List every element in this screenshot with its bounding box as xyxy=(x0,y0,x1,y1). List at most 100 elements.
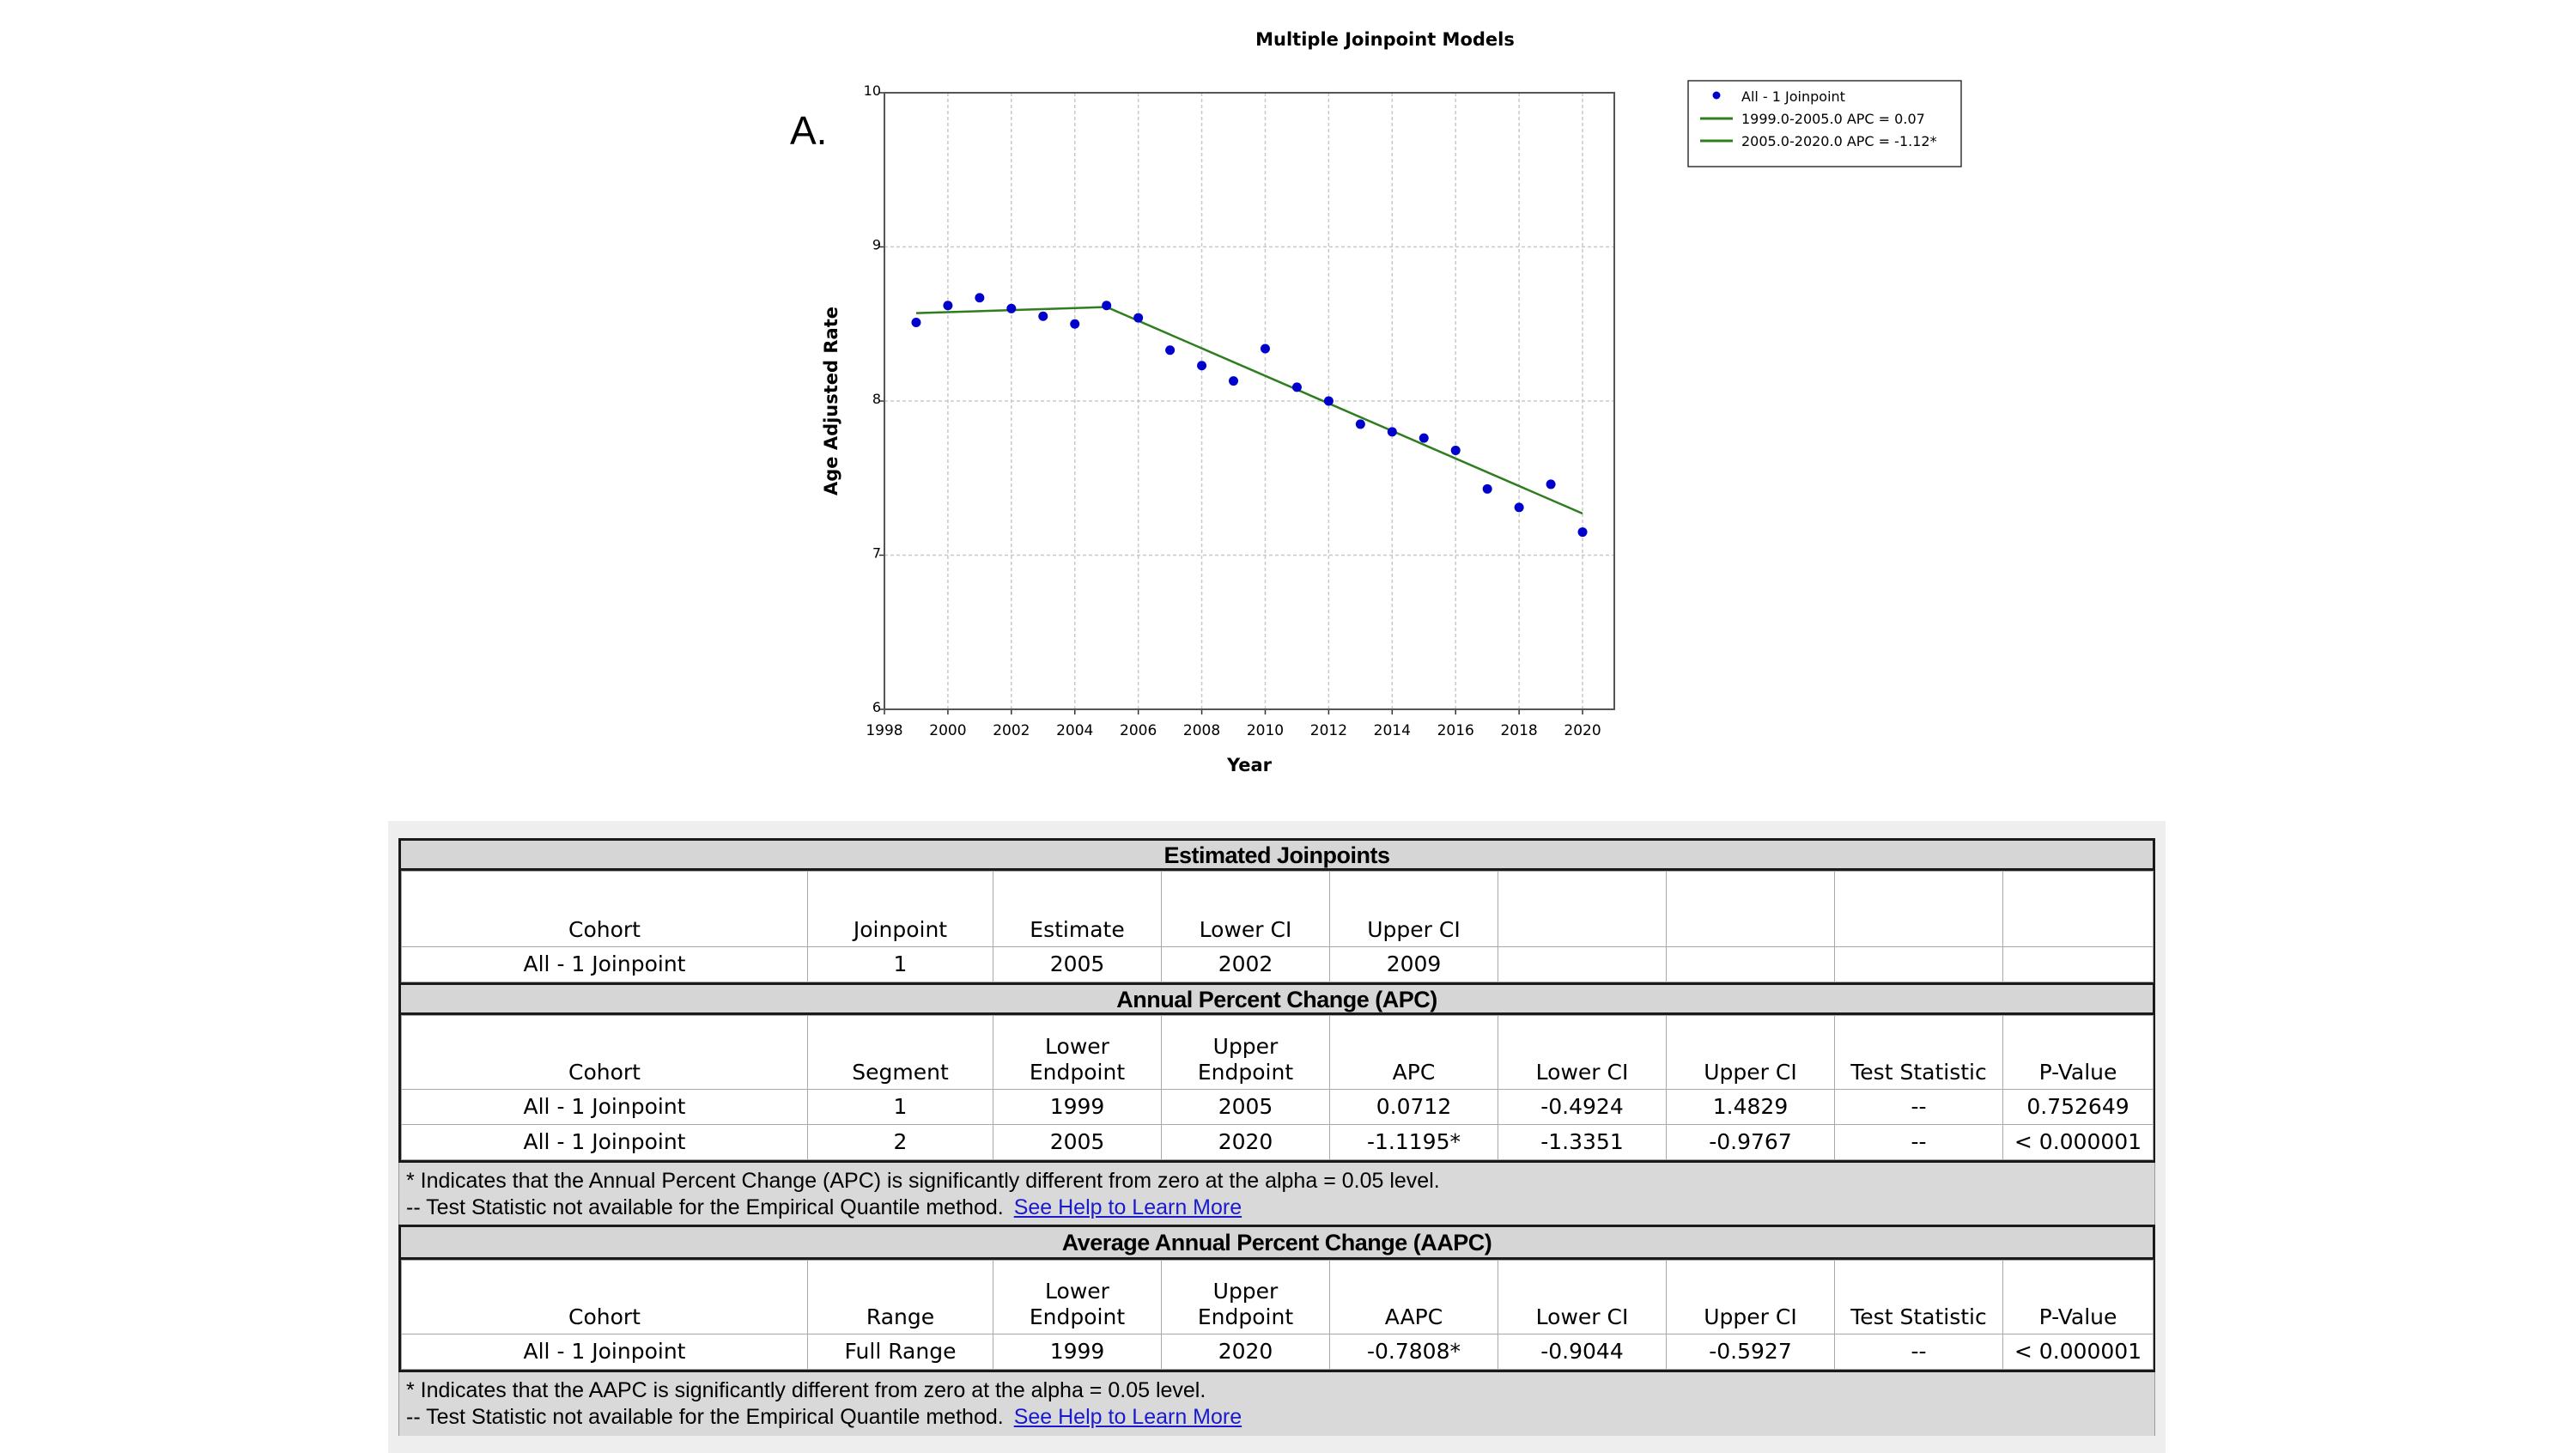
x-tick-label: 2010 xyxy=(1247,722,1284,739)
aapc-header-cell: Cohort xyxy=(401,1260,808,1334)
y-tick-label: 6 xyxy=(872,699,881,715)
aapc-header-cell: Upper Endpoint xyxy=(1161,1260,1330,1334)
aapc-header-cell: Range xyxy=(807,1260,993,1334)
x-tick-label: 2002 xyxy=(993,722,1030,739)
aapc-note-test-statistic: -- Test Statistic not available for the … xyxy=(406,1405,1004,1429)
apc-header-cell: P-Value xyxy=(2002,1015,2154,1090)
joinpoints-cell xyxy=(1834,946,2003,982)
x-tick-label: 2004 xyxy=(1056,722,1093,739)
aapc-cell: -- xyxy=(1834,1334,2003,1370)
apc-cell: 0.0712 xyxy=(1329,1089,1498,1125)
data-point xyxy=(1260,343,1270,354)
joinpoints-header-cell xyxy=(1666,871,1835,947)
aapc-cell: -0.5927 xyxy=(1666,1334,1835,1370)
joinpoints-cell xyxy=(1666,946,1835,982)
aapc-header-cell: Lower Endpoint xyxy=(993,1260,1162,1334)
data-point xyxy=(1102,301,1112,311)
joinpoints-cell: 2002 xyxy=(1161,946,1330,982)
y-tick-label: 9 xyxy=(872,237,881,253)
data-point xyxy=(1291,382,1302,392)
results-panel: Estimated Joinpoints Cohort Joinpoint Esti… xyxy=(388,821,2166,1453)
apc-footnote: * Indicates that the Annual Percent Chan… xyxy=(398,1163,2155,1226)
table-row: All - 1 Joinpoint 2 2005 2020 -1.1195* -1.335… xyxy=(401,1124,2154,1160)
apc-cell: 2005 xyxy=(993,1124,1162,1160)
legend-label: 1999.0-2005.0 APC = 0.07 xyxy=(1741,111,1925,127)
data-point xyxy=(1070,319,1080,329)
aapc-cell: All - 1 Joinpoint xyxy=(401,1334,808,1370)
x-tick-label: 2020 xyxy=(1564,722,1601,739)
apc-header-cell: Upper CI xyxy=(1666,1015,1835,1090)
apc-cell: -0.4924 xyxy=(1498,1089,1667,1125)
y-tick-label: 8 xyxy=(872,391,881,407)
apc-cell: < 0.000001 xyxy=(2002,1124,2154,1160)
apc-section: Annual Percent Change (APC) Cohort Segmen… xyxy=(398,982,2155,1226)
data-point xyxy=(1546,479,1556,489)
aapc-header-cell: Lower CI xyxy=(1498,1260,1667,1334)
aapc-section: Average Annual Percent Change (AAPC) Coh… xyxy=(398,1225,2155,1436)
aapc-title: Average Annual Percent Change (AAPC) xyxy=(398,1225,2155,1260)
apc-header-row: Cohort Segment Lower Endpoint Upper Endpoint A… xyxy=(401,1015,2154,1090)
table-row: All - 1 Joinpoint Full Range 1999 2020 -0.78… xyxy=(401,1334,2154,1370)
aapc-cell: < 0.000001 xyxy=(2002,1334,2154,1370)
joinpoints-cell xyxy=(1498,946,1667,982)
aapc-header-cell: AAPC xyxy=(1329,1260,1498,1334)
legend-label: All - 1 Joinpoint xyxy=(1741,88,1845,105)
joinpoints-header-cell xyxy=(1834,871,2003,947)
data-point xyxy=(1514,502,1524,513)
apc-cell: 0.752649 xyxy=(2002,1089,2154,1125)
joinpoints-cell xyxy=(2002,946,2154,982)
joinpoints-header-cell: Lower CI xyxy=(1161,871,1330,947)
data-point xyxy=(1006,303,1017,313)
aapc-cell: -0.9044 xyxy=(1498,1334,1667,1370)
x-tick-label: 2012 xyxy=(1310,722,1347,739)
aapc-table: Cohort Range Lower Endpoint Upper Endpoint AAP… xyxy=(401,1260,2154,1370)
joinpoint-segment-line xyxy=(1106,306,1583,515)
joinpoints-title: Estimated Joinpoints xyxy=(398,838,2155,871)
joinpoints-header-cell xyxy=(2002,871,2154,947)
data-point xyxy=(1197,361,1207,371)
data-point xyxy=(1133,313,1144,323)
x-tick-label: 2006 xyxy=(1120,722,1157,739)
joinpoints-cell: 2009 xyxy=(1329,946,1498,982)
joinpoints-header-cell xyxy=(1498,871,1667,947)
apc-cell: -0.9767 xyxy=(1666,1124,1835,1160)
legend-label: 2005.0-2020.0 APC = -1.12* xyxy=(1741,133,1937,149)
aapc-header-cell: Upper CI xyxy=(1666,1260,1835,1334)
x-tick-label: 2014 xyxy=(1374,722,1411,739)
data-point xyxy=(911,317,921,327)
joinpoints-header-cell: Upper CI xyxy=(1329,871,1498,947)
joinpoints-header-row: Cohort Joinpoint Estimate Lower CI Upper CI xyxy=(401,871,2154,947)
y-tick-label: 10 xyxy=(864,82,881,99)
apc-cell: -- xyxy=(1834,1124,2003,1160)
apc-cell: 1999 xyxy=(993,1089,1162,1125)
table-row: All - 1 Joinpoint 1 2005 2002 2009 xyxy=(401,946,2154,982)
apc-table: Cohort Segment Lower Endpoint Upper Endpoint A… xyxy=(401,1015,2154,1160)
panel-letter: A. xyxy=(790,108,828,153)
apc-header-cell: Lower Endpoint xyxy=(993,1015,1162,1090)
legend-box xyxy=(1687,80,1962,167)
data-point xyxy=(1419,433,1429,443)
aapc-help-link[interactable]: See Help to Learn More xyxy=(1013,1405,1242,1429)
y-axis-label: Age Adjusted Rate xyxy=(821,307,841,495)
apc-cell: -1.1195* xyxy=(1329,1124,1498,1160)
aapc-header-cell: P-Value xyxy=(2002,1260,2154,1334)
apc-help-link[interactable]: See Help to Learn More xyxy=(1013,1195,1242,1219)
apc-cell: 2 xyxy=(807,1124,993,1160)
joinpoints-cell: 2005 xyxy=(993,946,1162,982)
apc-cell: 2005 xyxy=(1161,1089,1330,1125)
joinpoints-header-cell: Estimate xyxy=(993,871,1162,947)
data-point xyxy=(1229,376,1239,386)
legend-point-marker xyxy=(1712,91,1721,100)
aapc-note-significance: * Indicates that the AAPC is significant… xyxy=(406,1378,1206,1402)
apc-cell: 1.4829 xyxy=(1666,1089,1835,1125)
apc-header-cell: APC xyxy=(1329,1015,1498,1090)
data-point xyxy=(1482,483,1492,494)
apc-cell: 1 xyxy=(807,1089,993,1125)
aapc-header-cell: Test Statistic xyxy=(1834,1260,2003,1334)
x-axis-label: Year xyxy=(1226,755,1273,775)
data-point xyxy=(1038,311,1048,321)
table-row: All - 1 Joinpoint 1 1999 2005 0.0712 -0.4924 1… xyxy=(401,1089,2154,1125)
joinpoints-section: Estimated Joinpoints Cohort Joinpoint Esti… xyxy=(398,838,2155,985)
joinpoints-cell: 1 xyxy=(807,946,993,982)
aapc-header-row: Cohort Range Lower Endpoint Upper Endpoint AAP… xyxy=(401,1260,2154,1334)
